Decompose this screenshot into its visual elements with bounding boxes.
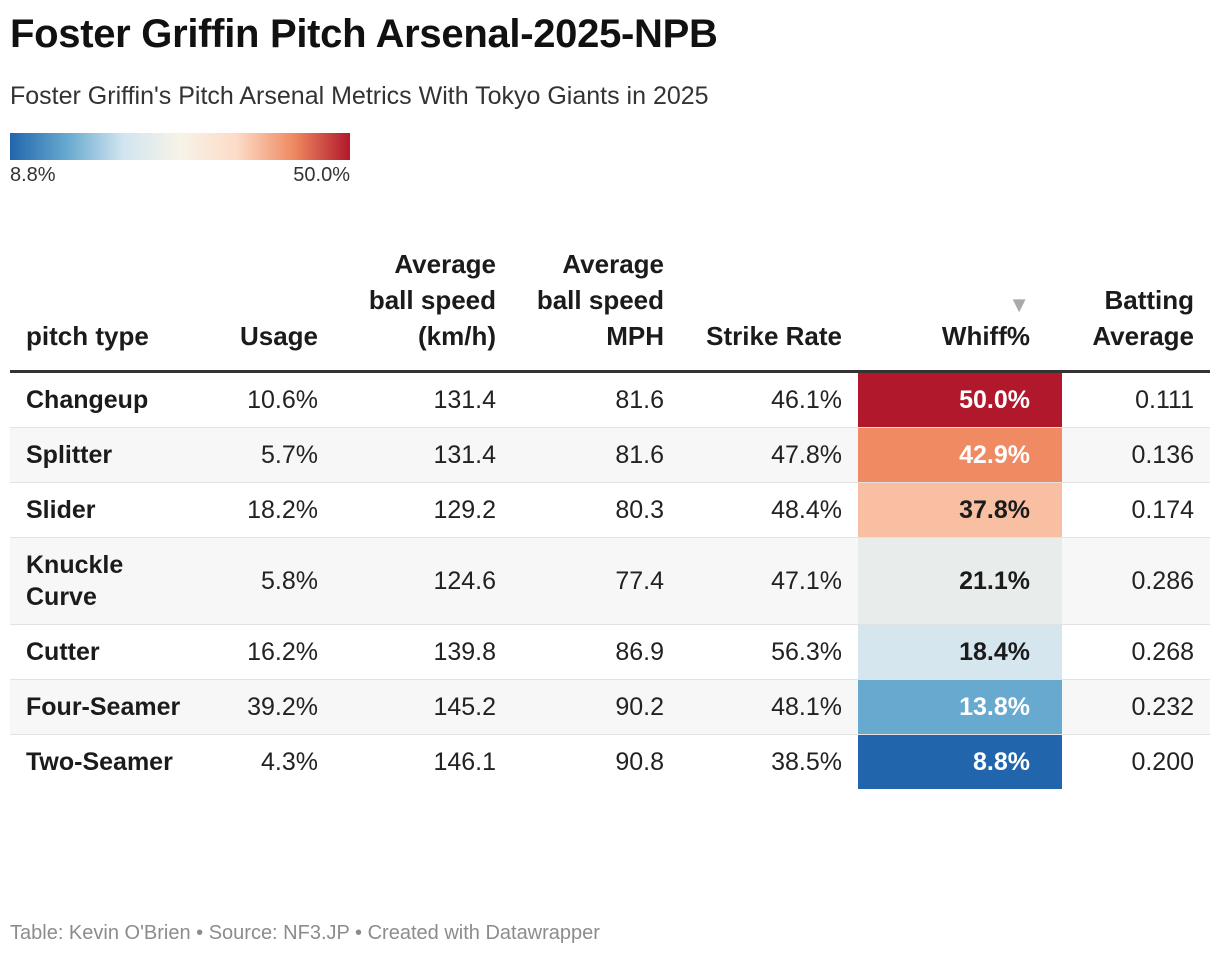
cell-usage: 16.2% <box>198 624 334 680</box>
cell-mph: 81.6 <box>512 427 690 483</box>
table-body: Changeup 10.6% 131.4 81.6 46.1% 50.0% 0.111 Spl… <box>10 371 1210 789</box>
cell-strike: 46.1% <box>690 371 858 428</box>
legend-labels: 8.8% 50.0% <box>10 162 350 190</box>
table-row: Splitter 5.7% 131.4 81.6 47.8% 42.9% 0.136 <box>10 427 1210 483</box>
cell-whiff: 50.0% <box>858 371 1062 428</box>
cell-pitch: Knuckle Curve <box>10 537 198 625</box>
cell-kmh: 124.6 <box>334 537 512 625</box>
cell-pitch: Cutter <box>10 624 198 680</box>
table-row: Two-Seamer 4.3% 146.1 90.8 38.5% 8.8% 0.200 <box>10 734 1210 789</box>
header-strike-rate[interactable]: Strike Rate <box>690 246 858 373</box>
cell-pitch: Changeup <box>10 371 198 428</box>
header-speed-kmh[interactable]: Average ball speed (km/h) <box>334 246 512 373</box>
table-row: Four-Seamer 39.2% 145.2 90.2 48.1% 13.8% 0.232 <box>10 679 1210 735</box>
cell-whiff: 13.8% <box>858 679 1062 735</box>
cell-kmh: 139.8 <box>334 624 512 680</box>
table-row: Knuckle Curve 5.8% 124.6 77.4 47.1% 21.1% 0.28… <box>10 537 1210 625</box>
cell-avg: 0.174 <box>1062 482 1210 538</box>
cell-strike: 56.3% <box>690 624 858 680</box>
table-row: Slider 18.2% 129.2 80.3 48.4% 37.8% 0.174 <box>10 482 1210 538</box>
cell-strike: 48.4% <box>690 482 858 538</box>
cell-mph: 86.9 <box>512 624 690 680</box>
cell-avg: 0.136 <box>1062 427 1210 483</box>
cell-usage: 39.2% <box>198 679 334 735</box>
cell-pitch: Four-Seamer <box>10 679 198 735</box>
cell-kmh: 131.4 <box>334 371 512 428</box>
cell-avg: 0.232 <box>1062 679 1210 735</box>
cell-usage: 5.8% <box>198 537 334 625</box>
header-pitch-type[interactable]: pitch type <box>10 246 198 373</box>
cell-avg: 0.286 <box>1062 537 1210 625</box>
color-legend: 8.8% 50.0% <box>10 133 350 190</box>
chart-title: Foster Griffin Pitch Arsenal-2025-NPB <box>10 12 718 56</box>
table-header-row: pitch type Usage Average ball speed (km/… <box>10 246 1210 373</box>
arsenal-table: pitch type Usage Average ball speed (km/… <box>10 246 1210 789</box>
header-batting-average[interactable]: Batting Average <box>1062 246 1210 373</box>
cell-whiff: 18.4% <box>858 624 1062 680</box>
cell-mph: 80.3 <box>512 482 690 538</box>
legend-gradient-bar <box>10 133 350 160</box>
cell-avg: 0.268 <box>1062 624 1210 680</box>
cell-pitch: Slider <box>10 482 198 538</box>
cell-pitch: Two-Seamer <box>26 748 173 776</box>
cell-avg: 0.111 <box>1062 371 1210 428</box>
cell-usage: 10.6% <box>198 371 334 428</box>
cell-strike: 48.1% <box>690 679 858 735</box>
cell-whiff: 21.1% <box>858 537 1062 625</box>
cell-mph: 77.4 <box>512 537 690 625</box>
cell-pitch: Splitter <box>10 427 198 483</box>
header-usage[interactable]: Usage <box>198 246 334 373</box>
cell-usage: 5.7% <box>198 427 334 483</box>
table-row: Changeup 10.6% 131.4 81.6 46.1% 50.0% 0.111 <box>10 371 1210 428</box>
cell-strike: 47.1% <box>690 537 858 625</box>
cell-kmh: 145.2 <box>334 679 512 735</box>
cell-kmh: 129.2 <box>334 482 512 538</box>
cell-kmh: 131.4 <box>334 427 512 483</box>
cell-kmh: 146.1 <box>433 748 496 776</box>
cell-usage: 4.3% <box>261 748 318 776</box>
cell-mph: 81.6 <box>512 371 690 428</box>
cell-strike: 38.5% <box>771 748 842 776</box>
header-speed-mph[interactable]: Average ball speed MPH <box>512 246 690 373</box>
cell-mph: 90.8 <box>615 748 664 776</box>
cell-usage: 18.2% <box>198 482 334 538</box>
table-row: Cutter 16.2% 139.8 86.9 56.3% 18.4% 0.268 <box>10 624 1210 680</box>
cell-whiff: 8.8% <box>858 734 1062 789</box>
header-whiff[interactable]: ▼ Whiff% <box>858 246 1062 373</box>
cell-strike: 47.8% <box>690 427 858 483</box>
legend-min-label: 8.8% <box>10 164 56 186</box>
cell-mph: 90.2 <box>512 679 690 735</box>
header-whiff-label: Whiff% <box>941 321 1030 351</box>
cell-whiff: 42.9% <box>858 427 1062 483</box>
chart-subtitle: Foster Griffin's Pitch Arsenal Metrics W… <box>10 82 709 110</box>
footer-credits: Table: Kevin O'Brien • Source: NF3.JP • … <box>10 922 600 944</box>
sort-descending-icon: ▼ <box>1008 292 1030 317</box>
cell-whiff: 37.8% <box>858 482 1062 538</box>
cell-avg: 0.200 <box>1131 748 1194 776</box>
legend-max-label: 50.0% <box>293 164 350 186</box>
